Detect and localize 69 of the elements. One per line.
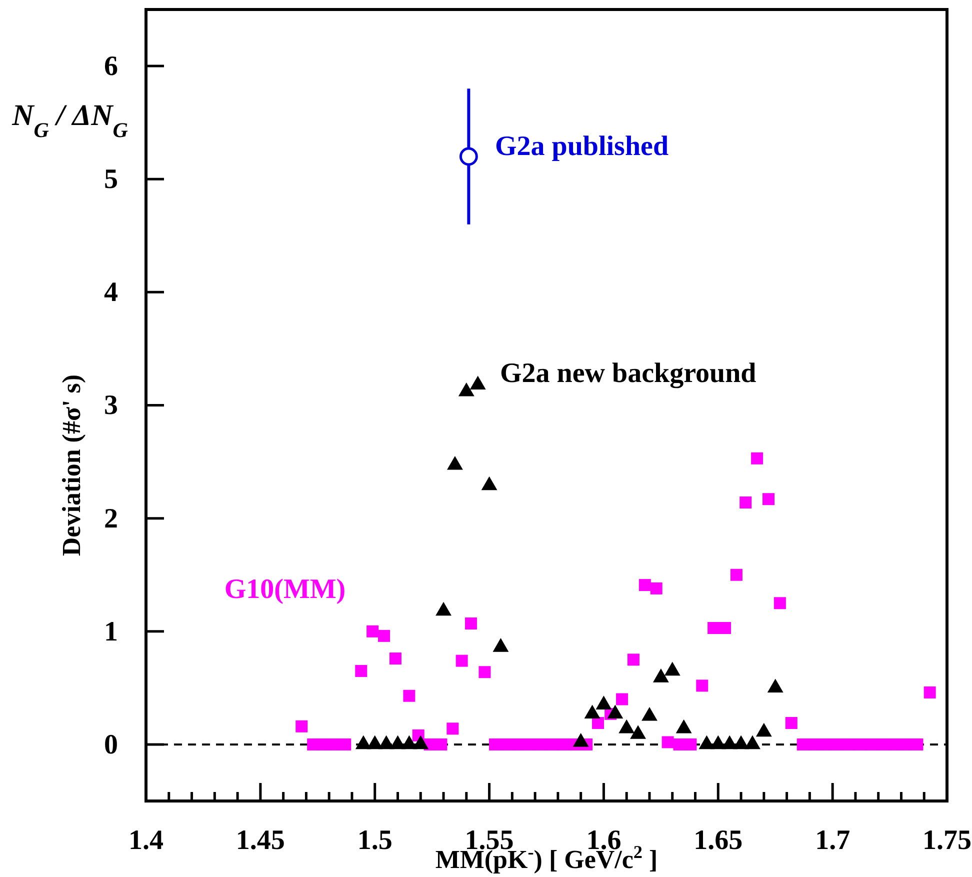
y-tick-label: 5 <box>104 164 118 196</box>
point <box>456 654 468 667</box>
point <box>389 652 402 665</box>
point <box>831 738 844 750</box>
point <box>911 738 924 750</box>
point <box>378 630 390 642</box>
x-tick-label: 1.5 <box>357 824 392 856</box>
point <box>512 738 524 750</box>
x-tick-label: 1.75 <box>922 824 972 856</box>
point <box>854 738 866 750</box>
point <box>876 738 889 750</box>
point <box>489 738 502 750</box>
series-label: G10(MM) <box>224 574 346 605</box>
point <box>774 597 786 610</box>
point <box>435 738 448 750</box>
y-axis-title: Deviation (#σ' s) <box>57 374 86 556</box>
point <box>673 738 686 750</box>
point <box>719 622 732 634</box>
point <box>785 716 798 729</box>
y-tick-label: 2 <box>104 503 118 534</box>
x-tick-label: 1.65 <box>694 824 743 856</box>
point <box>888 738 900 750</box>
point <box>662 736 674 748</box>
point <box>403 690 416 702</box>
point <box>924 686 936 698</box>
text: N$_{G}$ / ΔN$_{G}$ <box>11 99 128 142</box>
point <box>820 738 832 750</box>
series-label: G2a new background <box>500 358 757 389</box>
point <box>900 738 912 750</box>
point <box>762 493 774 506</box>
series-label: G2a published <box>495 131 669 162</box>
point <box>842 738 855 750</box>
point <box>650 582 662 594</box>
point <box>500 738 512 750</box>
point <box>740 496 752 508</box>
point <box>339 738 352 750</box>
point <box>534 738 547 750</box>
point <box>592 716 604 729</box>
point <box>865 738 878 750</box>
point <box>696 680 708 692</box>
point <box>796 738 809 750</box>
point <box>464 617 477 630</box>
point <box>751 452 764 464</box>
point <box>523 738 536 750</box>
y-tick-label: 3 <box>104 390 118 422</box>
point <box>708 622 720 634</box>
y-tick-label: 0 <box>104 729 118 760</box>
point <box>459 147 478 166</box>
point <box>684 738 697 750</box>
point <box>808 738 820 750</box>
point <box>558 738 570 750</box>
x-tick-label: 1.7 <box>815 824 850 856</box>
point <box>730 568 742 581</box>
point <box>546 738 558 750</box>
point <box>627 654 640 666</box>
x-tick-label: 1.4 <box>128 824 164 856</box>
x-tick-label: 1.45 <box>236 824 285 856</box>
point <box>328 738 340 750</box>
point <box>355 664 368 677</box>
y-tick-label: 1 <box>104 616 118 648</box>
point <box>366 625 379 638</box>
point <box>296 720 308 732</box>
point <box>478 666 491 678</box>
y-tick-label: 4 <box>104 277 118 308</box>
point <box>616 693 628 706</box>
point <box>638 579 651 592</box>
point <box>316 738 328 750</box>
point <box>446 722 459 735</box>
y-tick-label: 6 <box>104 50 118 82</box>
